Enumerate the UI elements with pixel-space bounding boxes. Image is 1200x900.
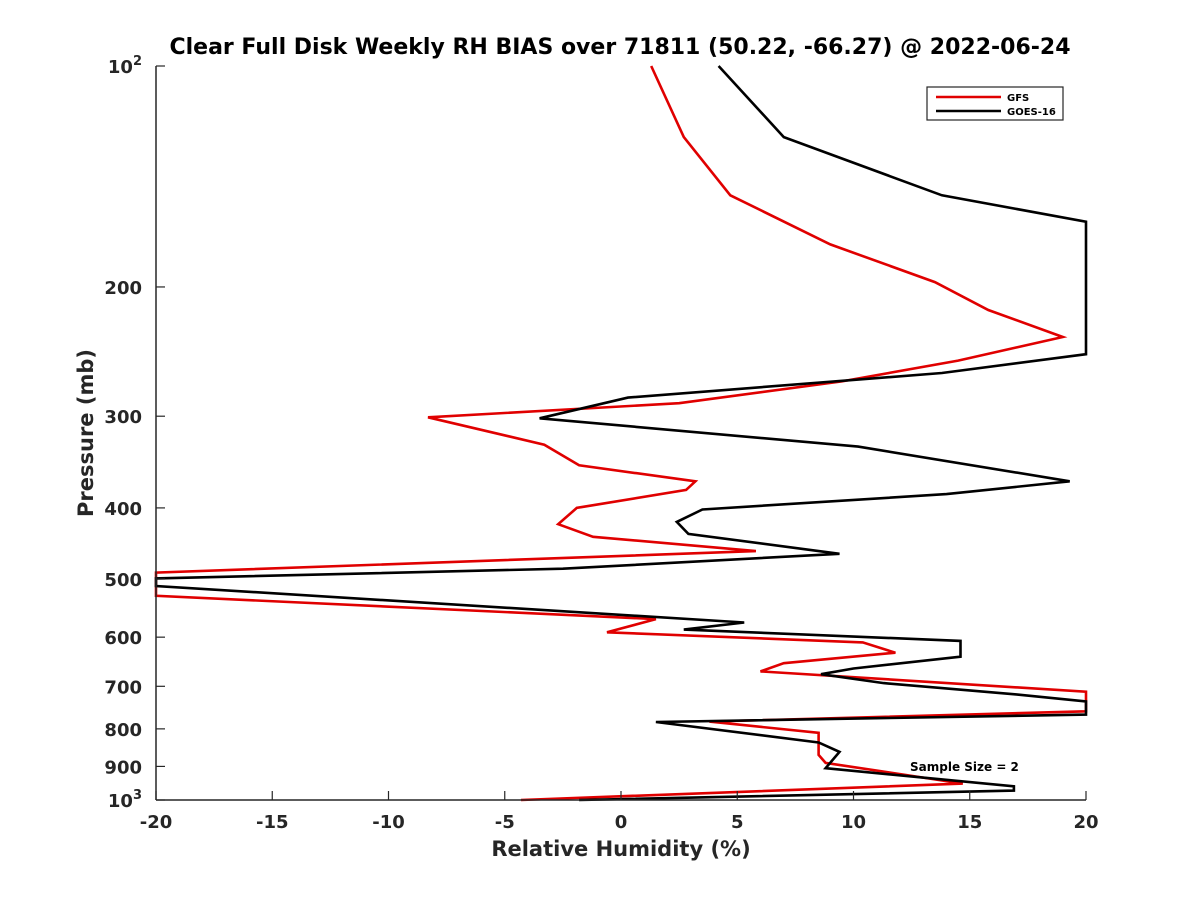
y-tick-label-base: 500 [104, 570, 142, 591]
y-tick-label: 103 [108, 788, 142, 812]
legend-box [926, 86, 1064, 121]
chart-title: Clear Full Disk Weekly RH BIAS over 7181… [169, 35, 1070, 60]
y-tick-label: 400 [104, 499, 142, 520]
y-tick-label: 300 [104, 407, 142, 428]
x-tick-label: 5 [731, 812, 744, 833]
x-tick-label: 0 [615, 812, 628, 833]
x-axis-label: Relative Humidity (%) [491, 837, 750, 861]
y-tick-label: 700 [104, 677, 142, 698]
y-tick-label-exponent: 3 [133, 788, 142, 803]
x-tick-label: 10 [841, 812, 866, 833]
x-tick-label: 20 [1073, 812, 1098, 833]
y-tick-label: 600 [104, 628, 142, 649]
x-tick-label: -5 [495, 812, 515, 833]
y-tick-label-exponent: 2 [133, 54, 142, 69]
y-axis-label: Pressure (mb) [74, 349, 98, 517]
x-tick-label: -15 [256, 812, 289, 833]
y-tick-label: 102 [108, 54, 142, 78]
series-line-1 [154, 65, 1088, 802]
y-tick-label-base: 200 [104, 278, 142, 299]
y-tick-label: 200 [104, 278, 142, 299]
x-tick-label: -20 [140, 812, 173, 833]
legend-label-0: GFS [1007, 93, 1029, 104]
y-tick-label-base: 800 [104, 720, 142, 741]
x-tick-label: 15 [957, 812, 982, 833]
x-tick-label: -10 [372, 812, 405, 833]
y-tick-label: 800 [104, 720, 142, 741]
y-tick-label: 900 [104, 757, 142, 778]
series-layer [154, 65, 1088, 802]
y-tick-label-base: 900 [104, 757, 142, 778]
legend: GFS GOES-16 [926, 86, 1064, 121]
y-tick-label-base: 10 [108, 57, 133, 78]
y-tick-label-base: 600 [104, 628, 142, 649]
sample-size-annotation: Sample Size = 2 [910, 760, 1019, 774]
y-tick-label-base: 400 [104, 499, 142, 520]
y-tick-label-base: 300 [104, 407, 142, 428]
y-tick-label-base: 10 [108, 791, 133, 812]
series-line-0 [154, 65, 1088, 802]
y-tick-label-base: 700 [104, 677, 142, 698]
y-tick-label: 500 [104, 570, 142, 591]
axes: -20 -15 -10 -5 0 5 10 15 20102200300400500600700… [104, 54, 1098, 833]
legend-label-1: GOES-16 [1007, 107, 1056, 118]
plot-area: -20 -15 -10 -5 0 5 10 15 20102200300400500600700… [104, 54, 1098, 833]
